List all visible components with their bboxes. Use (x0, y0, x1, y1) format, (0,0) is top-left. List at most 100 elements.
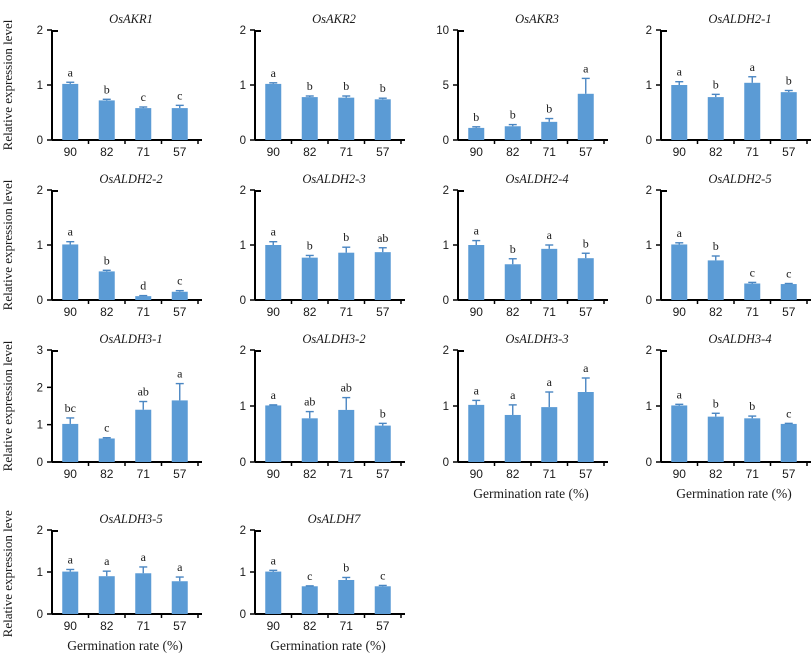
x-tick-label: 82 (506, 145, 520, 159)
bar-71 (338, 579, 355, 614)
panel-title: OsALDH2-2 (99, 172, 162, 186)
x-tick-label: 71 (543, 467, 557, 481)
sig-letter-82: b (307, 238, 313, 252)
sig-letter-82: c (307, 569, 312, 583)
x-tick-label: 71 (137, 467, 151, 481)
x-tick-label: 71 (746, 467, 760, 481)
x-axis-label: Germination rate (%) (270, 638, 385, 653)
y-tick-label: 1 (240, 80, 246, 92)
bar-71 (338, 409, 355, 462)
x-tick-label: 57 (579, 467, 593, 481)
x-tick-label: 82 (100, 145, 114, 159)
bar-90 (62, 571, 79, 614)
x-tick-label: 90 (673, 467, 687, 481)
bar-57 (374, 99, 391, 140)
y-tick-label: 5 (443, 80, 449, 92)
y-axis-label: Relative expression level (0, 19, 15, 150)
x-tick-label: 90 (673, 305, 687, 319)
bar-57 (374, 586, 391, 614)
y-tick-label: 0 (37, 135, 43, 147)
x-tick-label: 90 (64, 467, 78, 481)
x-tick-label: 82 (506, 305, 520, 319)
sig-letter-82: b (713, 396, 719, 410)
panel-title: OsAKR1 (109, 12, 153, 26)
x-tick-label: 82 (506, 467, 520, 481)
sig-letter-90: a (271, 66, 277, 80)
bar-90 (468, 127, 485, 140)
y-tick-label: 2 (37, 25, 43, 37)
y-tick-label: 0 (240, 457, 246, 469)
y-tick-label: 10 (436, 25, 449, 37)
sig-letter-71: ab (138, 385, 149, 399)
bar-90 (265, 405, 282, 462)
bar-90 (671, 405, 688, 462)
x-tick-label: 71 (340, 467, 354, 481)
sig-letter-57: c (786, 267, 791, 281)
sig-letter-90: a (474, 383, 480, 397)
panel-svg-OsAKR3: 0 5 10 OsAKR3 b 90 b 82 b 71 a 57 (436, 12, 608, 159)
sig-letter-57: a (583, 361, 589, 375)
x-axis-label: Germination rate (%) (473, 486, 588, 501)
y-axis-label: Relative expression level (0, 340, 15, 471)
sig-letter-82: b (713, 77, 719, 91)
sig-letter-90: a (677, 226, 683, 240)
bar-57 (780, 284, 797, 300)
x-tick-label: 82 (100, 305, 114, 319)
y-tick-label: 0 (240, 609, 246, 621)
bar-71 (541, 248, 558, 300)
y-tick-label: 2 (646, 25, 652, 37)
panel-svg-OsALDH2-2: 0 1 2 OsALDH2-2 a 90 b 82 d 71 c 57 Relative express… (0, 172, 202, 319)
x-tick-label: 71 (340, 619, 354, 633)
y-tick-label: 2 (240, 185, 246, 197)
y-tick-label: 2 (646, 345, 652, 357)
sig-letter-71: a (750, 60, 756, 74)
panel-title: OsALDH2-5 (708, 172, 771, 186)
y-tick-label: 0 (240, 135, 246, 147)
sig-letter-82: b (510, 242, 516, 256)
bar-71 (541, 121, 558, 140)
sig-letter-90: a (271, 225, 277, 239)
x-tick-label: 57 (173, 305, 187, 319)
sig-letter-71: a (547, 228, 553, 242)
x-tick-label: 71 (340, 145, 354, 159)
y-tick-label: 0 (37, 609, 43, 621)
sig-letter-71: a (141, 550, 147, 564)
bar-82 (707, 416, 724, 462)
x-axis-label: Germination rate (%) (676, 486, 791, 501)
x-tick-label: 71 (746, 145, 760, 159)
bar-71 (541, 407, 558, 462)
sig-letter-82: ab (304, 395, 315, 409)
x-tick-label: 71 (543, 305, 557, 319)
sig-letter-90: a (474, 224, 480, 238)
sig-letter-90: a (271, 553, 277, 567)
bar-57 (780, 92, 797, 140)
bar-71 (338, 97, 355, 140)
panel-svg-OsALDH3-2: 0 1 2 OsALDH3-2 a 90 ab 82 ab 71 b 57 (240, 332, 405, 481)
panel-svg-OsALDH3-3: 0 1 2 OsALDH3-3 a 90 a 82 a 71 a 57 Germination rate… (443, 332, 608, 501)
x-tick-label: 82 (709, 467, 723, 481)
sig-letter-57: c (786, 406, 791, 420)
x-tick-label: 71 (340, 305, 354, 319)
bar-57 (374, 425, 391, 462)
y-tick-label: 1 (443, 401, 449, 413)
sig-letter-57: a (583, 61, 589, 75)
bar-90 (265, 83, 282, 140)
bar-71 (135, 409, 152, 462)
panel-svg-OsAKR1: 0 1 2 OsAKR1 a 90 b 82 c 71 c 57 Relative expression… (0, 12, 202, 159)
sig-letter-90: a (677, 65, 683, 79)
x-tick-label: 90 (64, 305, 78, 319)
panel-svg-OsALDH3-4: 0 1 2 OsALDH3-4 a 90 b 82 b 71 c 57 Germination rate… (646, 332, 811, 501)
x-tick-label: 57 (782, 145, 796, 159)
panel-svg-OsAKR2: 0 1 2 OsAKR2 a 90 b 82 b 71 b 57 (240, 12, 405, 159)
y-tick-label: 2 (646, 185, 652, 197)
bar-71 (744, 418, 761, 462)
chart-panel-OsALDH3-2: 0 1 2 OsALDH3-2 a 90 ab 82 ab 71 b 57 (203, 322, 406, 515)
bar-82 (707, 260, 724, 300)
x-tick-label: 82 (303, 619, 317, 633)
chart-panel-OsALDH3-3: 0 1 2 OsALDH3-3 a 90 a 82 a 71 a 57 Germination rate… (406, 322, 609, 515)
x-tick-label: 90 (470, 145, 484, 159)
panel-svg-OsALDH2-4: 0 1 2 OsALDH2-4 a 90 b 82 a 71 b 57 (443, 172, 608, 319)
y-tick-label: 2 (37, 185, 43, 197)
x-tick-label: 71 (746, 305, 760, 319)
